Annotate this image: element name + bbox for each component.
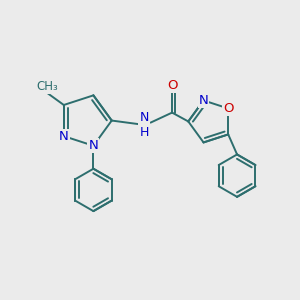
Text: O: O bbox=[167, 79, 177, 92]
Text: N: N bbox=[59, 130, 69, 142]
Text: O: O bbox=[223, 102, 233, 115]
Text: CH₃: CH₃ bbox=[36, 80, 58, 93]
Text: N: N bbox=[199, 94, 208, 107]
Text: N: N bbox=[88, 139, 98, 152]
Text: N
H: N H bbox=[140, 111, 149, 139]
